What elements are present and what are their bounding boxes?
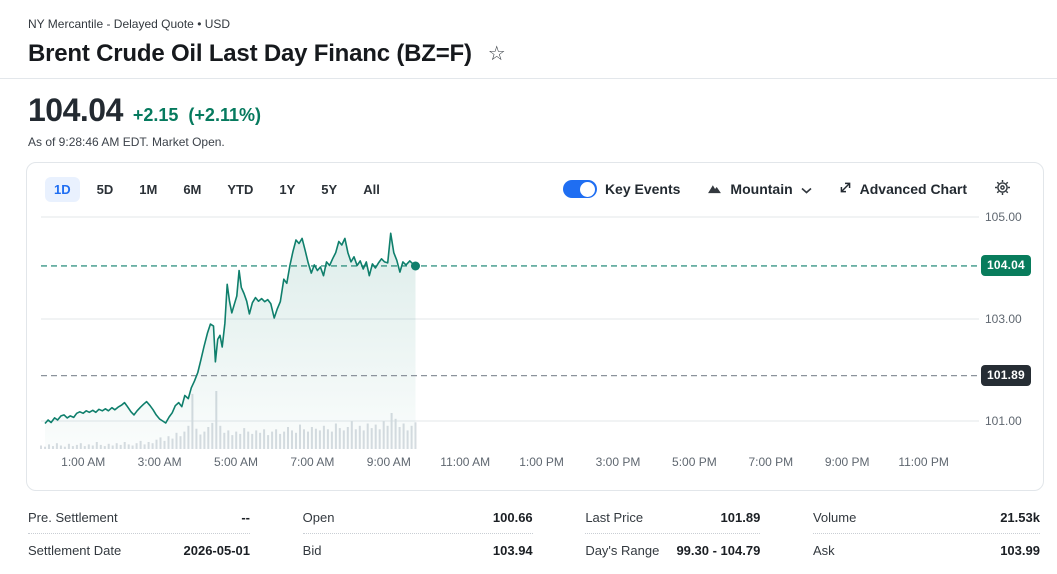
mountain-icon bbox=[707, 181, 722, 197]
range-all[interactable]: All bbox=[354, 177, 389, 202]
exchange-line: NY Mercantile - Delayed Quote • USD bbox=[28, 17, 231, 31]
stat-label: Ask bbox=[812, 543, 835, 558]
stat-value: 21.53k bbox=[1000, 510, 1040, 525]
x-tick-1-00-am: 1:00 AM bbox=[61, 455, 106, 469]
x-tick-7-00-am: 7:00 AM bbox=[290, 455, 335, 469]
stat-ask: Ask 103.99 bbox=[813, 534, 1040, 566]
stat-volume: Volume 21.53k bbox=[812, 501, 1040, 534]
x-tick-9-00-am: 9:00 AM bbox=[366, 455, 411, 469]
key-events-label: Key Events bbox=[604, 181, 681, 197]
range-6m[interactable]: 6M bbox=[174, 177, 210, 202]
chart-type-dropdown[interactable]: Mountain bbox=[707, 181, 812, 197]
stat-label: Open bbox=[302, 510, 335, 525]
x-tick-7-00-pm: 7:00 PM bbox=[748, 455, 794, 469]
range-5y[interactable]: 5Y bbox=[312, 177, 346, 202]
price-row: 104.04 +2.15 (+2.11%) bbox=[28, 92, 1029, 129]
range-1m[interactable]: 1M bbox=[130, 177, 166, 202]
chart-card: 1D 5D 1M 6M YTD 1Y 5Y All Key Events Mountain bbox=[26, 162, 1044, 491]
x-tick-11-00-am: 11:00 AM bbox=[440, 455, 491, 469]
stats-row-1: Pre. Settlement -- Open 100.66 Last Price 101… bbox=[28, 501, 1040, 534]
x-tick-11-00-pm: 11:00 PM bbox=[898, 455, 949, 469]
stat-label: Last Price bbox=[585, 510, 644, 525]
stat-value: 99.30 - 104.79 bbox=[676, 543, 761, 558]
x-tick-1-00-pm: 1:00 PM bbox=[519, 455, 564, 469]
stat-value: -- bbox=[241, 510, 250, 525]
advanced-chart-link[interactable]: Advanced Chart bbox=[839, 181, 967, 197]
price-change: +2.15 bbox=[132, 105, 179, 125]
price-change-percent: (+2.11%) bbox=[188, 105, 261, 125]
last-price: 104.04 bbox=[28, 92, 123, 128]
range-ytd[interactable]: YTD bbox=[218, 177, 262, 202]
key-events-control: Key Events bbox=[562, 180, 681, 198]
stats-row-2: Settlement Date 2026-05-01 Bid 103.94 Day's … bbox=[28, 534, 1040, 566]
key-events-toggle[interactable] bbox=[562, 180, 597, 198]
chevron-down-icon bbox=[801, 181, 812, 197]
stat-label: Pre. Settlement bbox=[28, 510, 118, 525]
stat-settlement-date: Settlement Date 2026-05-01 bbox=[28, 534, 250, 566]
range-1y[interactable]: 1Y bbox=[270, 177, 304, 202]
stat-label: Day's Range bbox=[585, 543, 660, 558]
stat-label: Bid bbox=[302, 543, 322, 558]
quote-statistics: Pre. Settlement -- Open 100.66 Last Price 101… bbox=[28, 501, 1040, 566]
expand-arrow-icon bbox=[839, 181, 852, 197]
stat-last-price: Last Price 101.89 bbox=[585, 501, 761, 534]
stat-pre-settlement: Pre. Settlement -- bbox=[28, 501, 250, 534]
stat-label: Settlement Date bbox=[28, 543, 122, 558]
chart-tools: Key Events Mountain bbox=[562, 179, 1011, 199]
stat-label: Volume bbox=[812, 510, 857, 525]
stat-value: 101.89 bbox=[720, 510, 761, 525]
stat-value: 2026-05-01 bbox=[183, 543, 251, 558]
favorite-star-icon[interactable]: ☆ bbox=[487, 43, 506, 65]
x-tick-3-00-pm: 3:00 PM bbox=[595, 455, 641, 469]
advanced-chart-label: Advanced Chart bbox=[859, 181, 967, 197]
x-tick-3-00-am: 3:00 AM bbox=[137, 455, 182, 469]
x-tick-5-00-am: 5:00 AM bbox=[213, 455, 259, 469]
chart-settings-button[interactable] bbox=[994, 179, 1011, 199]
gear-icon bbox=[994, 179, 1011, 199]
stat-day-s-range: Day's Range 99.30 - 104.79 bbox=[585, 534, 760, 566]
stat-value: 100.66 bbox=[492, 510, 533, 525]
header-divider bbox=[0, 78, 1057, 79]
range-1d[interactable]: 1D bbox=[45, 176, 80, 202]
x-tick-9-00-pm: 9:00 PM bbox=[824, 455, 870, 469]
price-chart[interactable] bbox=[27, 163, 1043, 490]
stat-bid: Bid 103.94 bbox=[303, 534, 533, 566]
as-of-timestamp: As of 9:28:46 AM EDT. Market Open. bbox=[28, 135, 225, 149]
title-row: Brent Crude Oil Last Day Financ (BZ=F) ☆ bbox=[28, 40, 1029, 68]
range-selector: 1D 5D 1M 6M YTD 1Y 5Y All bbox=[45, 176, 389, 202]
stat-open: Open 100.66 bbox=[302, 501, 533, 534]
page-title: Brent Crude Oil Last Day Financ (BZ=F) bbox=[28, 40, 472, 67]
x-tick-5-00-pm: 5:00 PM bbox=[672, 455, 717, 469]
stat-value: 103.94 bbox=[492, 543, 533, 558]
toggle-knob bbox=[580, 181, 596, 197]
range-5d[interactable]: 5D bbox=[88, 177, 123, 202]
chart-type-label: Mountain bbox=[730, 181, 793, 197]
chart-toolbar: 1D 5D 1M 6M YTD 1Y 5Y All Key Events Mountain bbox=[27, 175, 1043, 203]
stat-value: 103.99 bbox=[1000, 543, 1040, 558]
